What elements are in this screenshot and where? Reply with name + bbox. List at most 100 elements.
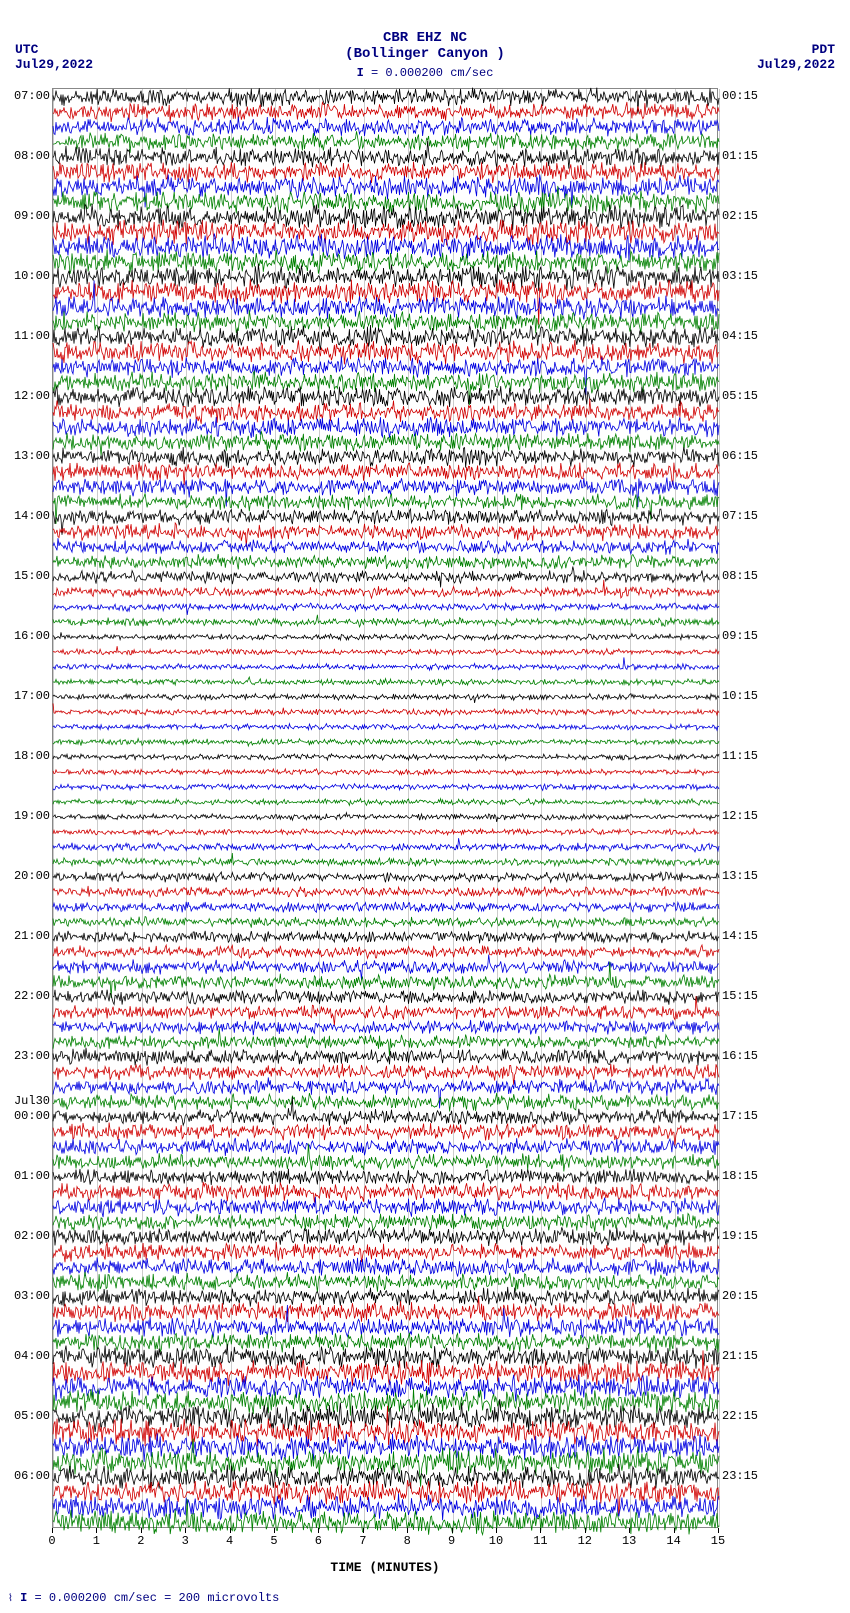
utc-hour-label: 20:00 [14, 869, 50, 883]
utc-hour-label: 09:00 [14, 209, 50, 223]
x-tick-mark [318, 1528, 319, 1533]
x-tick-mark [629, 1528, 630, 1533]
utc-hour-label: 18:00 [14, 749, 50, 763]
pdt-hour-label: 03:15 [722, 269, 758, 283]
seismogram-plot [52, 88, 718, 1528]
x-tick-mark [141, 1528, 142, 1533]
pdt-hour-label: 02:15 [722, 209, 758, 223]
station-name: (Bollinger Canyon ) [0, 46, 850, 62]
utc-hour-label: 17:00 [14, 689, 50, 703]
pdt-hour-label: 01:15 [722, 149, 758, 163]
x-tick-mark [96, 1528, 97, 1533]
tz-left-label: UTC [15, 42, 93, 57]
utc-hour-label: 19:00 [14, 809, 50, 823]
x-tick: 7 [359, 1534, 366, 1548]
x-tick: 2 [137, 1534, 144, 1548]
x-tick-mark [407, 1528, 408, 1533]
utc-hour-label: 11:00 [14, 329, 50, 343]
x-tick: 6 [315, 1534, 322, 1548]
x-tick-mark [585, 1528, 586, 1533]
x-tick-mark [718, 1528, 719, 1533]
utc-hour-label: 13:00 [14, 449, 50, 463]
scale-bar-icon: I [357, 66, 364, 80]
x-tick-mark [52, 1528, 53, 1533]
x-tick-mark [230, 1528, 231, 1533]
x-tick: 3 [182, 1534, 189, 1548]
x-tick: 0 [48, 1534, 55, 1548]
pdt-hour-label: 22:15 [722, 1409, 758, 1423]
x-tick: 5 [270, 1534, 277, 1548]
pdt-hour-label: 06:15 [722, 449, 758, 463]
x-tick: 11 [533, 1534, 547, 1548]
station-id: CBR EHZ NC [0, 30, 850, 46]
pdt-hour-label: 14:15 [722, 929, 758, 943]
x-axis: 0123456789101112131415 [52, 1528, 718, 1558]
pdt-hour-label: 20:15 [722, 1289, 758, 1303]
tz-right-label: PDT [757, 42, 835, 57]
utc-hour-label: 16:00 [14, 629, 50, 643]
pdt-hour-label: 15:15 [722, 989, 758, 1003]
x-tick: 9 [448, 1534, 455, 1548]
utc-hour-label: 00:00 [14, 1109, 50, 1123]
utc-hour-label: 15:00 [14, 569, 50, 583]
pdt-hour-label: 16:15 [722, 1049, 758, 1063]
x-tick: 15 [711, 1534, 725, 1548]
footer-bar-icon: I [20, 1591, 27, 1605]
x-tick-mark [674, 1528, 675, 1533]
pdt-hour-label: 18:15 [722, 1169, 758, 1183]
utc-hour-label: 07:00 [14, 89, 50, 103]
pdt-hour-label: 07:15 [722, 509, 758, 523]
utc-hour-label: 22:00 [14, 989, 50, 1003]
timezone-left: UTC Jul29,2022 [15, 42, 93, 72]
timezone-right: PDT Jul29,2022 [757, 42, 835, 72]
x-tick: 14 [666, 1534, 680, 1548]
footer-text: = 0.000200 cm/sec = 200 microvolts [35, 1591, 280, 1605]
x-tick-mark [452, 1528, 453, 1533]
x-tick: 4 [226, 1534, 233, 1548]
scale-value: = 0.000200 cm/sec [371, 66, 493, 80]
pdt-hour-label: 04:15 [722, 329, 758, 343]
utc-hour-label: 05:00 [14, 1409, 50, 1423]
x-tick: 10 [489, 1534, 503, 1548]
midnight-date-label: Jul30 [14, 1094, 50, 1108]
pdt-hour-label: 10:15 [722, 689, 758, 703]
utc-hour-label: 14:00 [14, 509, 50, 523]
scale-indicator: I = 0.000200 cm/sec [0, 66, 850, 80]
x-tick-mark [540, 1528, 541, 1533]
pdt-hour-label: 21:15 [722, 1349, 758, 1363]
header: CBR EHZ NC (Bollinger Canyon ) I = 0.000… [0, 30, 850, 80]
x-axis-label: TIME (MINUTES) [52, 1560, 718, 1575]
pdt-hour-label: 11:15 [722, 749, 758, 763]
pdt-hour-label: 09:15 [722, 629, 758, 643]
x-tick-mark [496, 1528, 497, 1533]
utc-hour-label: 08:00 [14, 149, 50, 163]
x-tick: 12 [578, 1534, 592, 1548]
x-tick-mark [274, 1528, 275, 1533]
x-tick-mark [363, 1528, 364, 1533]
tz-left-date: Jul29,2022 [15, 57, 93, 72]
utc-hour-label: 02:00 [14, 1229, 50, 1243]
pdt-hour-label: 17:15 [722, 1109, 758, 1123]
utc-hour-label: 01:00 [14, 1169, 50, 1183]
utc-hour-label: 23:00 [14, 1049, 50, 1063]
utc-hour-label: 12:00 [14, 389, 50, 403]
utc-hour-label: 04:00 [14, 1349, 50, 1363]
utc-hour-label: 06:00 [14, 1469, 50, 1483]
x-tick: 8 [404, 1534, 411, 1548]
utc-hour-label: 10:00 [14, 269, 50, 283]
tz-right-date: Jul29,2022 [757, 57, 835, 72]
pdt-hour-label: 12:15 [722, 809, 758, 823]
pdt-hour-label: 23:15 [722, 1469, 758, 1483]
pdt-hour-label: 00:15 [722, 89, 758, 103]
pdt-hour-label: 08:15 [722, 569, 758, 583]
utc-hour-label: 21:00 [14, 929, 50, 943]
footer-scale: ⌇ I = 0.000200 cm/sec = 200 microvolts [8, 1591, 279, 1605]
x-tick: 13 [622, 1534, 636, 1548]
x-tick-mark [185, 1528, 186, 1533]
pdt-hour-label: 13:15 [722, 869, 758, 883]
gridline [719, 89, 720, 1527]
utc-hour-label: 03:00 [14, 1289, 50, 1303]
pdt-hour-label: 05:15 [722, 389, 758, 403]
pdt-hour-label: 19:15 [722, 1229, 758, 1243]
x-tick: 1 [93, 1534, 100, 1548]
